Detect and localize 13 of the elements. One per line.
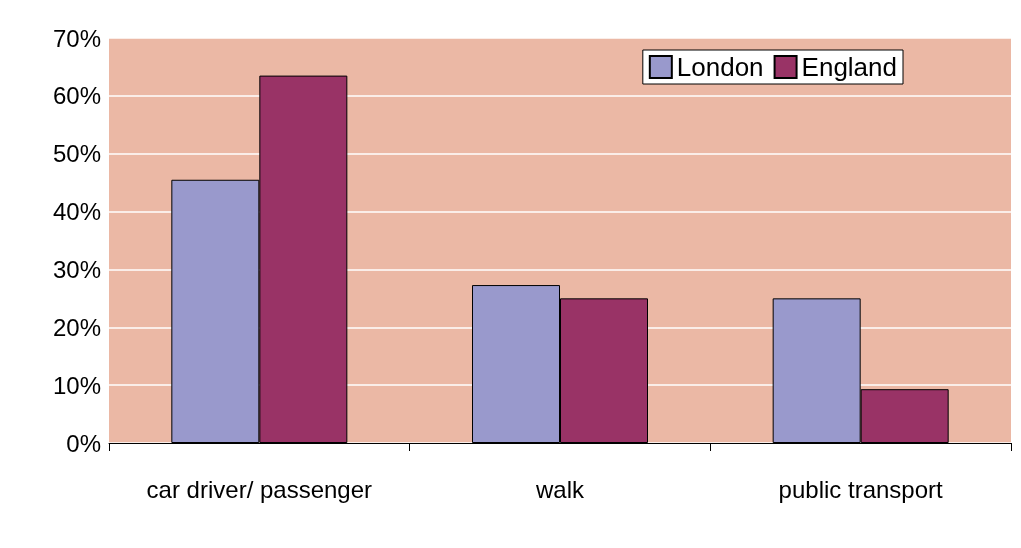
x-tick-label: walk: [534, 475, 585, 503]
legend-label: England: [801, 52, 897, 82]
legend-label: London: [676, 52, 764, 82]
y-tick-label: 30%: [52, 255, 101, 283]
x-tick-label: car driver/ passenger: [146, 475, 373, 503]
x-tick-label: public transport: [778, 475, 944, 503]
y-tick-label: 0%: [66, 429, 101, 457]
y-tick-label: 60%: [52, 82, 101, 110]
y-tick-label: 70%: [52, 24, 101, 52]
y-tick-label: 40%: [52, 198, 101, 226]
y-tick-label: 20%: [52, 313, 101, 341]
y-tick-label: 10%: [52, 371, 101, 399]
y-tick-label: 50%: [52, 140, 101, 168]
